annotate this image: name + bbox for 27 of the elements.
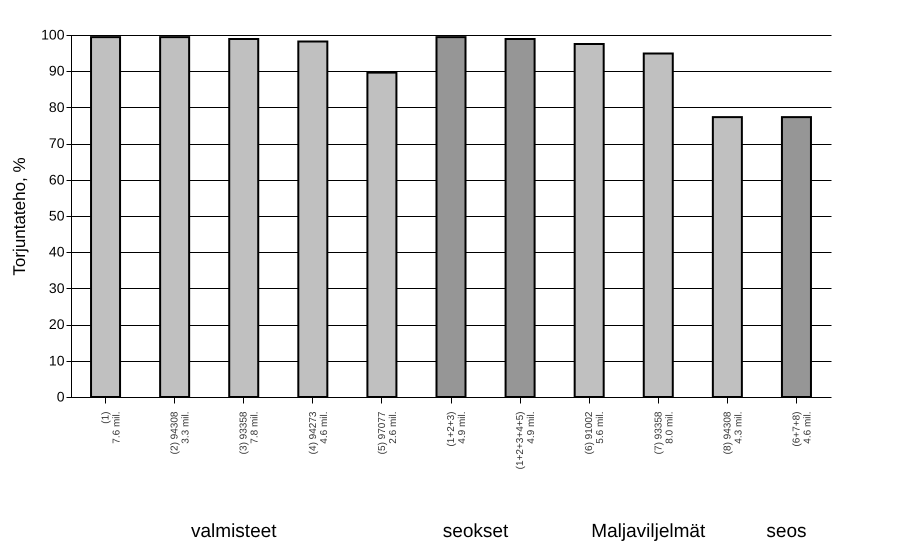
y-tick-label: 0	[56, 388, 65, 404]
y-tick-label: 100	[41, 26, 65, 42]
y-tick-label: 70	[48, 135, 65, 152]
x-tick-label: (7) 93358 8.0 mil.	[653, 411, 676, 454]
text: seokset	[442, 521, 508, 543]
y-tick-label: 30	[48, 280, 65, 296]
x-tick-label: (6+7+8) 4.6 mil.	[791, 412, 814, 447]
text: Maljaviljelmät	[591, 521, 706, 543]
x-tick-label: (2) 94308 3.3 mil.	[170, 411, 192, 454]
y-tick-label: 90	[48, 62, 65, 79]
y-tick-label: 40	[48, 244, 65, 260]
x-tick-label: (3) 93358 7.8 mil.	[238, 411, 261, 454]
x-tick-label: (4) 94273 4.6 mil.	[308, 411, 330, 454]
x-tick-label: (6) 91002 5.6 mil.	[584, 411, 606, 454]
y-tick-label: 10	[48, 352, 65, 368]
text: seos	[766, 521, 807, 543]
x-tick-label: (1+2+3+4+5) 4.9 mil.	[515, 412, 538, 470]
text: valmisteet	[190, 521, 276, 543]
y-tick-label: 20	[48, 316, 65, 332]
x-tick-label: (5) 97077 2.6 mil.	[376, 411, 399, 454]
x-tick-label: (1) 7.6 mil.	[100, 412, 123, 444]
y-tick-label: 50	[48, 208, 65, 224]
x-tick-label: (1+2+3) 4.9 mil.	[446, 412, 468, 447]
y-tick-label: 80	[48, 98, 65, 115]
y-axis-title: Torjuntateho, %	[10, 157, 30, 276]
x-tick-label: (8) 94308 4.3 mil.	[722, 411, 744, 454]
y-tick-label: 60	[48, 171, 65, 188]
